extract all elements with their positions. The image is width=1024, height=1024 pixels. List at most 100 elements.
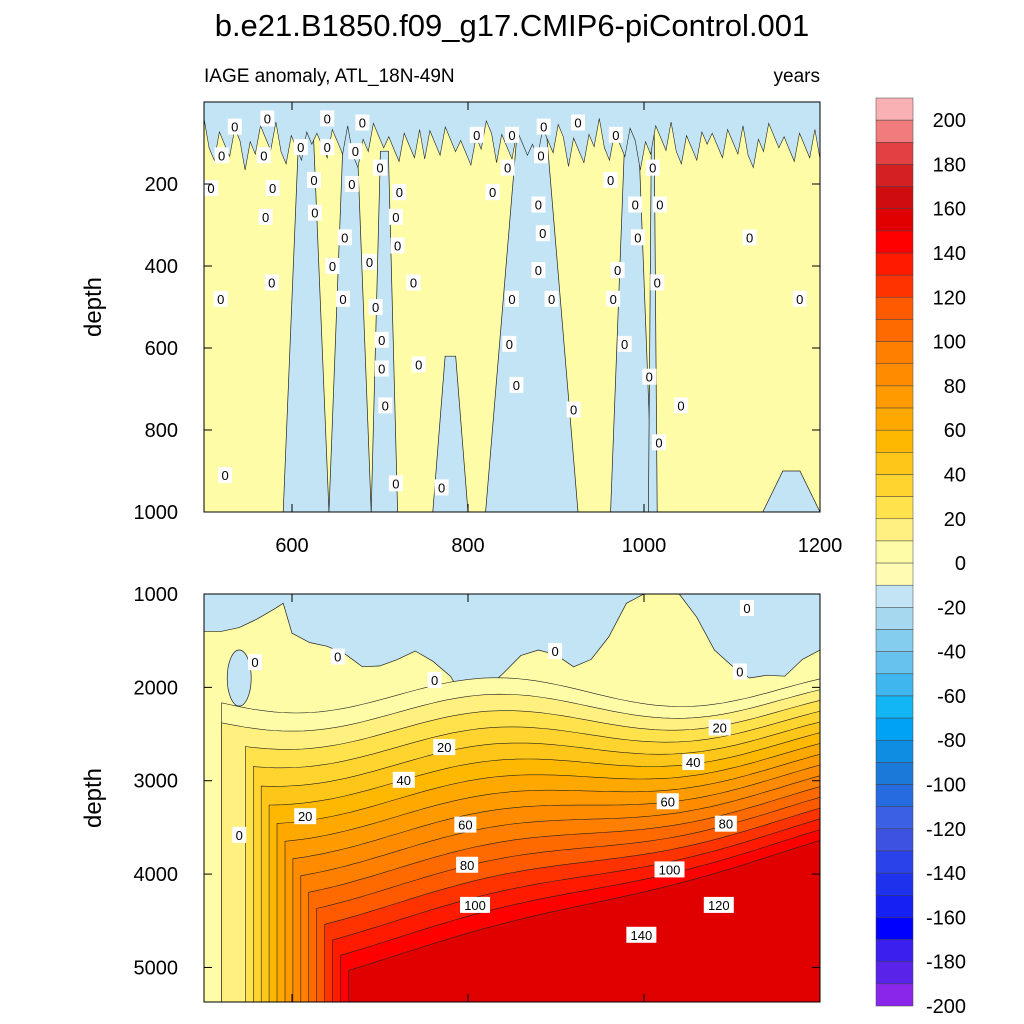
contour-label-text: 0 — [535, 198, 542, 213]
top-panel-frame — [203, 101, 821, 513]
colorbar-swatch — [875, 939, 914, 962]
contour-label-box — [214, 147, 229, 164]
colorbar-label: -200 — [926, 996, 966, 1018]
contour-label-box — [792, 290, 807, 307]
contour-label-box — [485, 184, 500, 201]
contour-label-box — [265, 180, 280, 197]
contour-label-text: 0 — [508, 292, 515, 307]
contour-label-box — [390, 237, 405, 254]
contour-label-box — [460, 896, 491, 913]
contour-label-text: 20 — [712, 721, 726, 736]
colorbar-swatch — [875, 518, 914, 542]
contour-label: 0 — [264, 274, 279, 291]
contour-label: 0 — [505, 290, 519, 307]
contour-label-text: 0 — [310, 173, 317, 188]
contour-label: 0 — [348, 143, 363, 160]
contour-label-box — [617, 335, 632, 352]
contour-label-box — [628, 196, 643, 213]
contour-label-box — [500, 159, 515, 176]
contour-label-box — [548, 642, 563, 659]
contour-label-text: 0 — [378, 333, 385, 348]
colorbar-swatch — [875, 429, 914, 453]
contour-label: 0 — [320, 139, 335, 156]
contour-label: 0 — [617, 335, 632, 352]
contour-label: 0 — [388, 208, 403, 225]
contour-label-box — [509, 376, 524, 393]
contour-label-box — [362, 253, 377, 270]
contour-label: 0 — [732, 663, 747, 680]
contour-label-text: 20 — [437, 740, 451, 755]
contour-label: 0 — [374, 360, 389, 377]
contour-label-text: 0 — [222, 468, 229, 483]
y-tick-label: 800 — [145, 420, 178, 442]
contour-label-text: 0 — [655, 435, 662, 450]
contour-label: 0 — [535, 225, 550, 242]
contour-label: 0 — [630, 229, 645, 246]
contour-label: 0 — [509, 376, 524, 393]
x-tick-label: 800 — [451, 535, 484, 557]
contour-label: 0 — [603, 171, 618, 188]
contour-label-text: 0 — [746, 230, 753, 245]
contour-label-text: 0 — [366, 255, 373, 270]
contour-label-box — [330, 648, 345, 665]
contour-label: 20 — [433, 739, 456, 756]
contour-label-text: 40 — [686, 755, 700, 770]
colorbar-swatch — [875, 474, 914, 497]
contour-label-box — [213, 290, 228, 307]
contour-label: 0 — [392, 184, 407, 201]
contour-label-text: 0 — [329, 259, 336, 274]
contour-label-text: 0 — [540, 120, 547, 135]
contour-label-box — [406, 274, 421, 291]
contour-label-box — [325, 258, 340, 274]
contour-label-text: 80 — [719, 817, 733, 832]
contour-label: 0 — [258, 208, 273, 225]
contour-label: 20 — [708, 719, 731, 736]
contour-label-box — [571, 114, 585, 131]
contour-label-box — [544, 290, 559, 307]
colorbar-swatch — [875, 850, 914, 874]
contour-label-box — [732, 663, 747, 680]
contour-label-box — [606, 290, 621, 307]
colorbar-swatch — [875, 673, 914, 697]
colorbar-swatch — [875, 784, 914, 807]
contour-label: 0 — [739, 600, 754, 617]
y-tick-label: 400 — [145, 256, 178, 278]
contour-label-box — [388, 208, 403, 225]
contour-label-text: 0 — [612, 128, 619, 143]
contour-label: 0 — [534, 147, 549, 164]
colorbar-swatch — [875, 806, 914, 830]
contour-label-text: 0 — [796, 292, 803, 307]
contour-label: 40 — [682, 754, 705, 771]
contour-label-text: 0 — [504, 161, 511, 176]
contour-label-text: 100 — [464, 898, 486, 913]
colorbar-swatch — [875, 407, 914, 431]
contour-label-text: 0 — [634, 230, 641, 245]
contour-label-text: 120 — [708, 898, 730, 913]
contour-label-box — [256, 147, 271, 164]
contour-label-text: 0 — [218, 148, 225, 163]
contour-label: 0 — [373, 159, 387, 176]
contour-label: 0 — [265, 180, 280, 197]
contour-label: 0 — [260, 110, 275, 127]
contour-label-box — [258, 208, 273, 225]
contour-label-text: 0 — [535, 263, 542, 278]
contour-label-text: 0 — [489, 185, 496, 200]
contour-label: 0 — [651, 434, 666, 451]
y-tick-label: 1000 — [134, 502, 179, 524]
colorbar-swatch — [875, 297, 914, 320]
contour-label: 20 — [294, 808, 317, 825]
contour-label: 0 — [544, 290, 559, 307]
colorbar-label: -20 — [937, 597, 966, 619]
contour-label-text: 80 — [460, 858, 474, 873]
contour-label-text: 0 — [348, 177, 355, 192]
bottom-panel-ylabel: depth — [80, 768, 107, 828]
contour-label-text: 0 — [614, 263, 621, 278]
contour-label: 0 — [307, 171, 321, 188]
contour-label: 0 — [548, 642, 563, 659]
contour-label: 0 — [411, 356, 426, 373]
colorbar-swatch — [875, 584, 914, 608]
colorbar-swatch — [875, 230, 914, 254]
colorbar-swatch — [875, 607, 914, 630]
contour-label-text: 0 — [264, 111, 271, 126]
contour-label: 0 — [650, 274, 665, 291]
